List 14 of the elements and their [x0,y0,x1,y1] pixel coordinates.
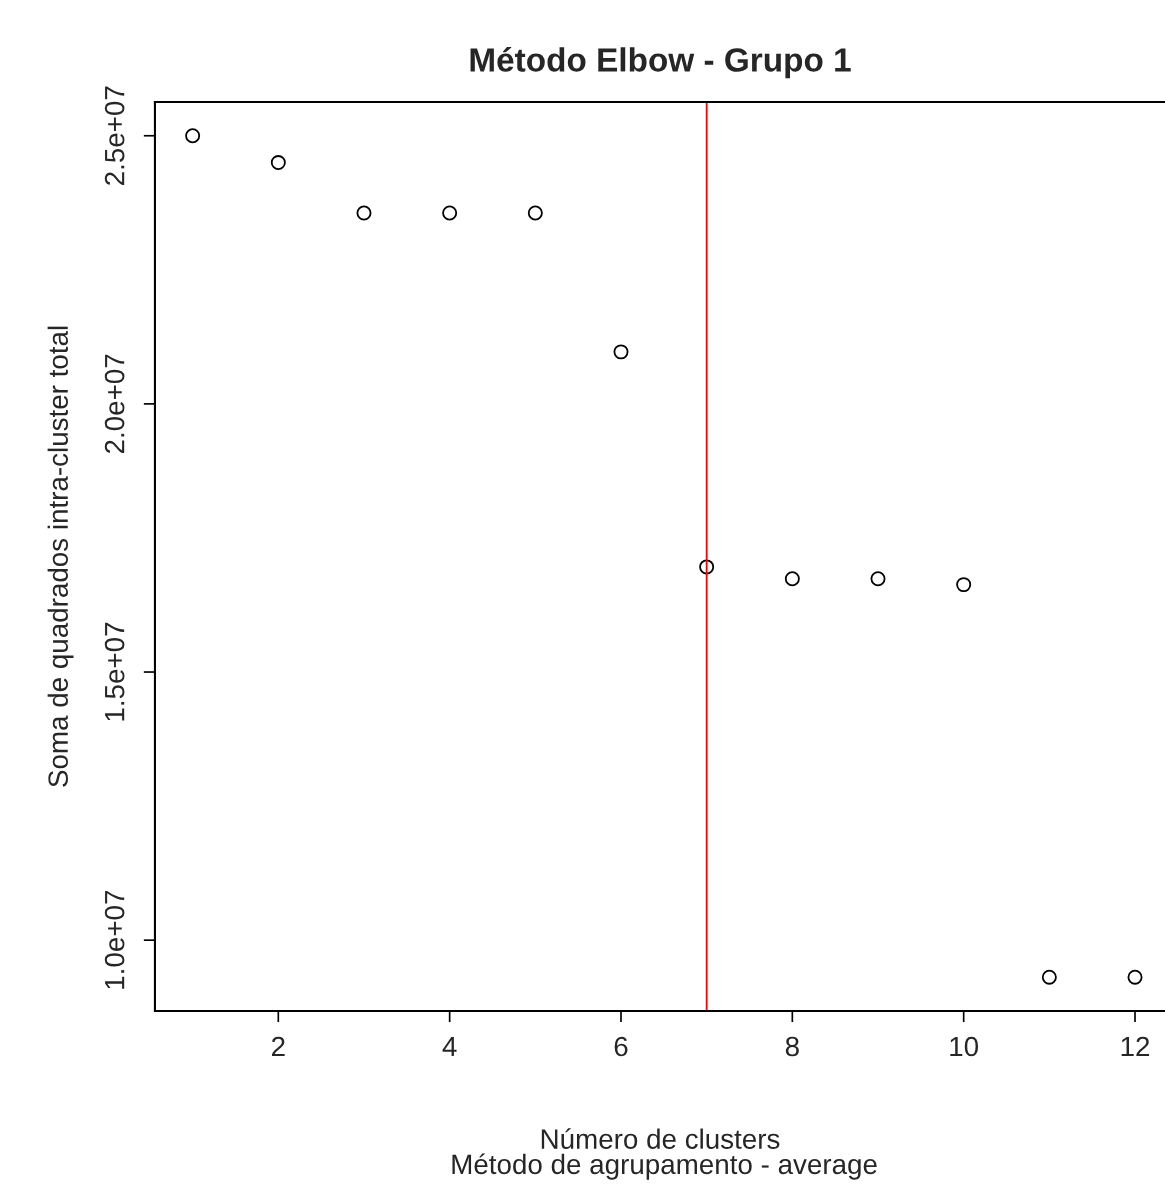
y-tick-label: 2.0e+07 [104,354,125,454]
x-tick-label: 4 [442,1036,457,1057]
y-tick-label: 1.0e+07 [104,890,125,989]
x-tick-label: 2 [271,1036,285,1057]
x-tick-label: 6 [614,1036,628,1057]
x-tick-label: 8 [785,1036,799,1057]
y-axis-title: Soma de quadrados intra-cluster total [47,326,74,787]
text: Método de agrupamento - average [452,1153,877,1180]
x-axis-title: Número de clusters [541,1128,780,1149]
y-tick-label: 1.5e+07 [104,622,125,721]
chart-title: Método Elbow - Grupo 1 [470,46,851,79]
x-tick-label: 12 [1121,1036,1150,1057]
x-tick-label: 10 [950,1036,979,1057]
y-tick-label: 2.5e+07 [104,86,125,185]
